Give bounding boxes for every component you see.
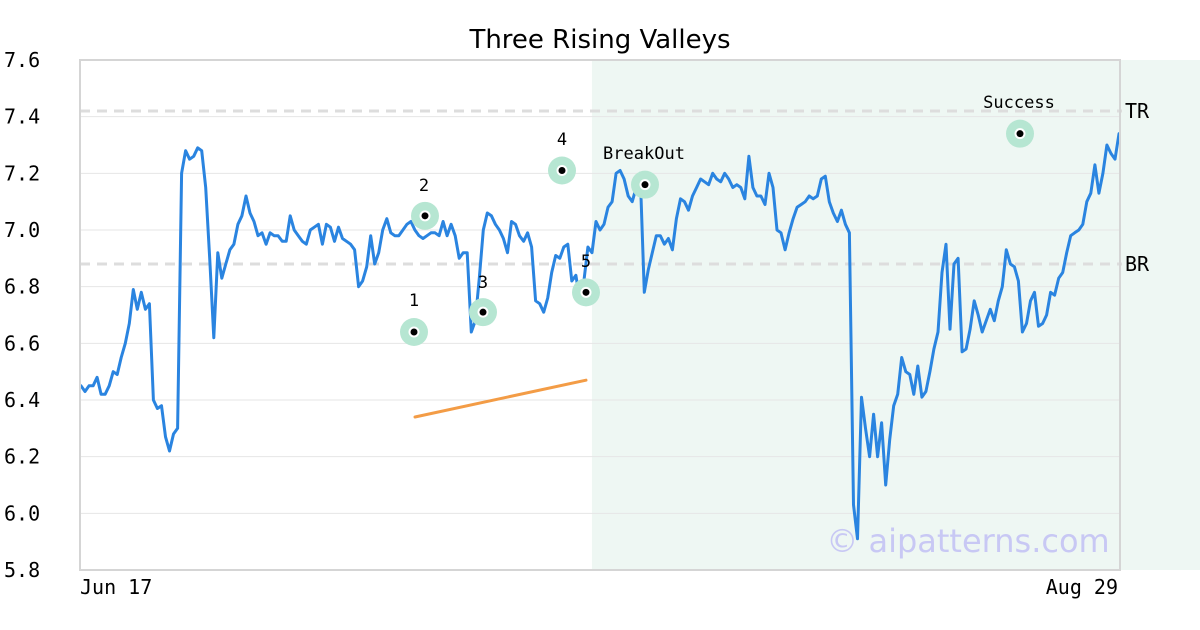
trend-line bbox=[413, 378, 588, 419]
marker-label-2: 2 bbox=[419, 176, 429, 196]
y-tick-label: 6.4 bbox=[4, 388, 40, 412]
marker-label-breakout: BreakOut bbox=[603, 144, 685, 164]
x-tick-label-start: Jun 17 bbox=[80, 575, 152, 599]
y-tick-label: 7.2 bbox=[4, 161, 40, 185]
marker-dot-5 bbox=[582, 288, 590, 296]
y-tick-label: 6.8 bbox=[4, 275, 40, 299]
marker-label-1: 1 bbox=[409, 291, 419, 311]
pattern-zone bbox=[591, 60, 1200, 570]
price-line bbox=[79, 132, 1121, 541]
level-label-tr: TR bbox=[1125, 99, 1150, 123]
marker-label-3: 3 bbox=[478, 273, 488, 293]
marker-label-4: 4 bbox=[557, 130, 567, 150]
marker-dot-breakout bbox=[641, 181, 649, 189]
marker-dot-success bbox=[1016, 130, 1024, 138]
y-tick-label: 7.0 bbox=[4, 218, 40, 242]
x-tick-label-end: Aug 29 bbox=[1046, 575, 1118, 599]
plot-frame bbox=[79, 59, 1121, 571]
y-tick-label: 6.6 bbox=[4, 331, 40, 355]
y-tick-label: 6.2 bbox=[4, 445, 40, 469]
marker-dot-1 bbox=[410, 328, 418, 336]
y-tick-label: 7.4 bbox=[4, 105, 40, 129]
y-tick-label: 5.8 bbox=[4, 558, 40, 582]
marker-dot-2 bbox=[421, 212, 429, 220]
chart-title: Three Rising Valleys bbox=[468, 25, 730, 55]
marker-label-5: 5 bbox=[581, 252, 591, 272]
level-label-br: BR bbox=[1125, 252, 1150, 276]
y-tick-label: 7.6 bbox=[4, 48, 40, 72]
y-tick-label: 6.0 bbox=[4, 501, 40, 525]
marker-dot-3 bbox=[479, 308, 487, 316]
marker-label-success: Success bbox=[983, 93, 1055, 113]
watermark: © aipatterns.com bbox=[826, 522, 1109, 560]
marker-dot-4 bbox=[558, 167, 566, 174]
